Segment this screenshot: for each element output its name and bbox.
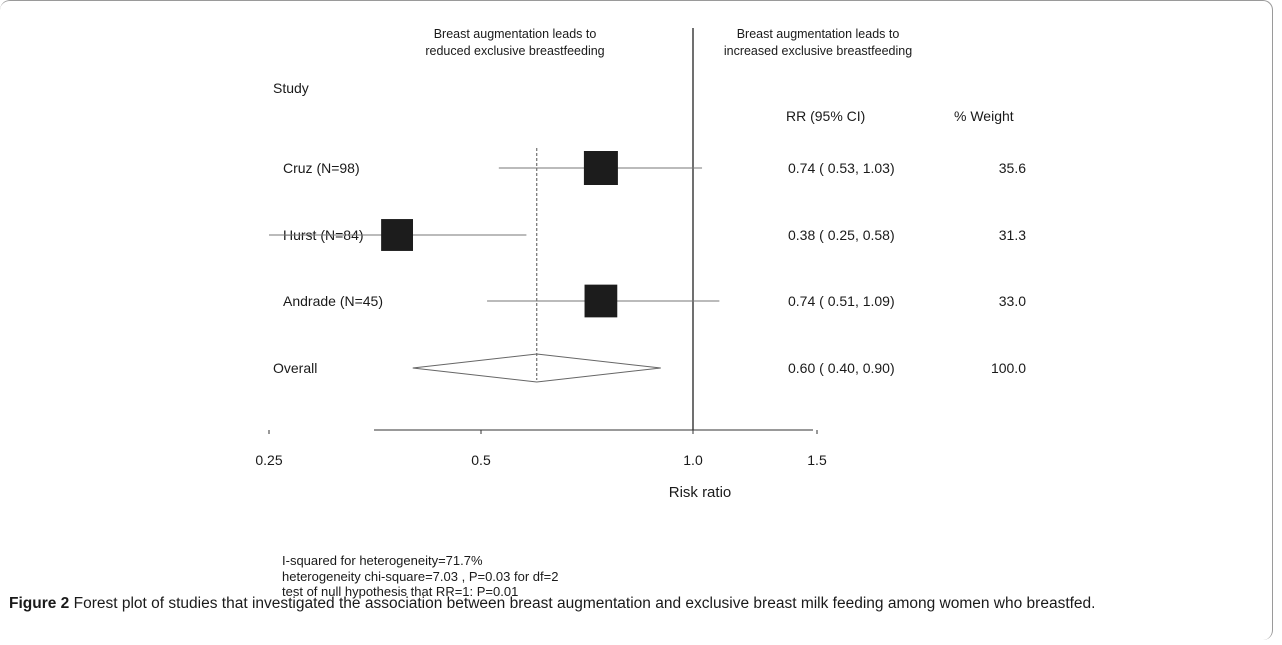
x-tick-label: 1.0	[683, 452, 703, 468]
x-axis-label: Risk ratio	[669, 484, 732, 501]
caption-text: Forest plot of studies that investigated…	[69, 595, 1096, 612]
x-tick-label: 0.25	[255, 452, 282, 468]
overall-weight-value: 100.0	[991, 360, 1026, 376]
weight-value: 31.3	[999, 227, 1026, 243]
x-axis: 0.25 0.5 1.0 1.5 Risk ratio	[255, 429, 827, 501]
column-header-weight: % Weight	[954, 108, 1014, 124]
rr-ci-value: 0.38 ( 0.25, 0.58)	[788, 227, 895, 243]
study-weight-square	[381, 219, 414, 251]
overall-rr-ci-value: 0.60 ( 0.40, 0.90)	[788, 360, 895, 376]
header-right-line-1: Breast augmentation leads to	[737, 27, 900, 41]
column-header-rr: RR (95% CI)	[786, 108, 865, 124]
study-weight-square	[584, 284, 618, 318]
study-row: Cruz (N=98) 0.74 ( 0.53, 1.03) 35.6	[283, 151, 1026, 185]
study-row: Andrade (N=45) 0.74 ( 0.51, 1.09) 33.0	[283, 284, 1026, 318]
study-label: Andrade (N=45)	[283, 293, 383, 309]
weight-value: 33.0	[999, 293, 1026, 309]
plot-headers: Breast augmentation leads to reduced exc…	[273, 27, 1014, 124]
study-label: Cruz (N=98)	[283, 160, 360, 176]
x-tick-label: 0.5	[471, 452, 491, 468]
footnote-line: test of null hypothesis that RR=1: P=0.0…	[282, 584, 519, 599]
weight-value: 35.6	[999, 160, 1026, 176]
header-left-line-1: Breast augmentation leads to	[434, 27, 597, 41]
overall-row: Overall 0.60 ( 0.40, 0.90) 100.0	[273, 353, 1026, 383]
x-tick-label: 1.5	[807, 452, 827, 468]
study-weight-square	[583, 151, 618, 185]
caption-label: Figure 2	[9, 595, 70, 612]
column-header-study: Study	[273, 80, 309, 96]
footnote-line: heterogeneity chi-square=7.03 , P=0.03 f…	[282, 568, 559, 584]
header-left-line-2: reduced exclusive breastfeeding	[425, 44, 604, 58]
overall-diamond	[412, 353, 661, 383]
footnote-line: I-squared for heterogeneity=71.7%	[282, 553, 483, 568]
heterogeneity-footnotes: I-squared for heterogeneity=71.7% hetero…	[282, 553, 558, 600]
study-row: Hurst (N=84) 0.38 ( 0.25, 0.58) 31.3	[269, 219, 1026, 251]
figure-caption: Figure 2 Forest plot of studies that inv…	[9, 593, 1259, 615]
header-right-line-2: increased exclusive breastfeeding	[724, 44, 912, 58]
rr-ci-value: 0.74 ( 0.53, 1.03)	[788, 160, 895, 176]
forest-plot: Breast augmentation leads to reduced exc…	[255, 27, 1026, 501]
overall-label: Overall	[273, 360, 317, 376]
rr-ci-value: 0.74 ( 0.51, 1.09)	[788, 293, 895, 309]
